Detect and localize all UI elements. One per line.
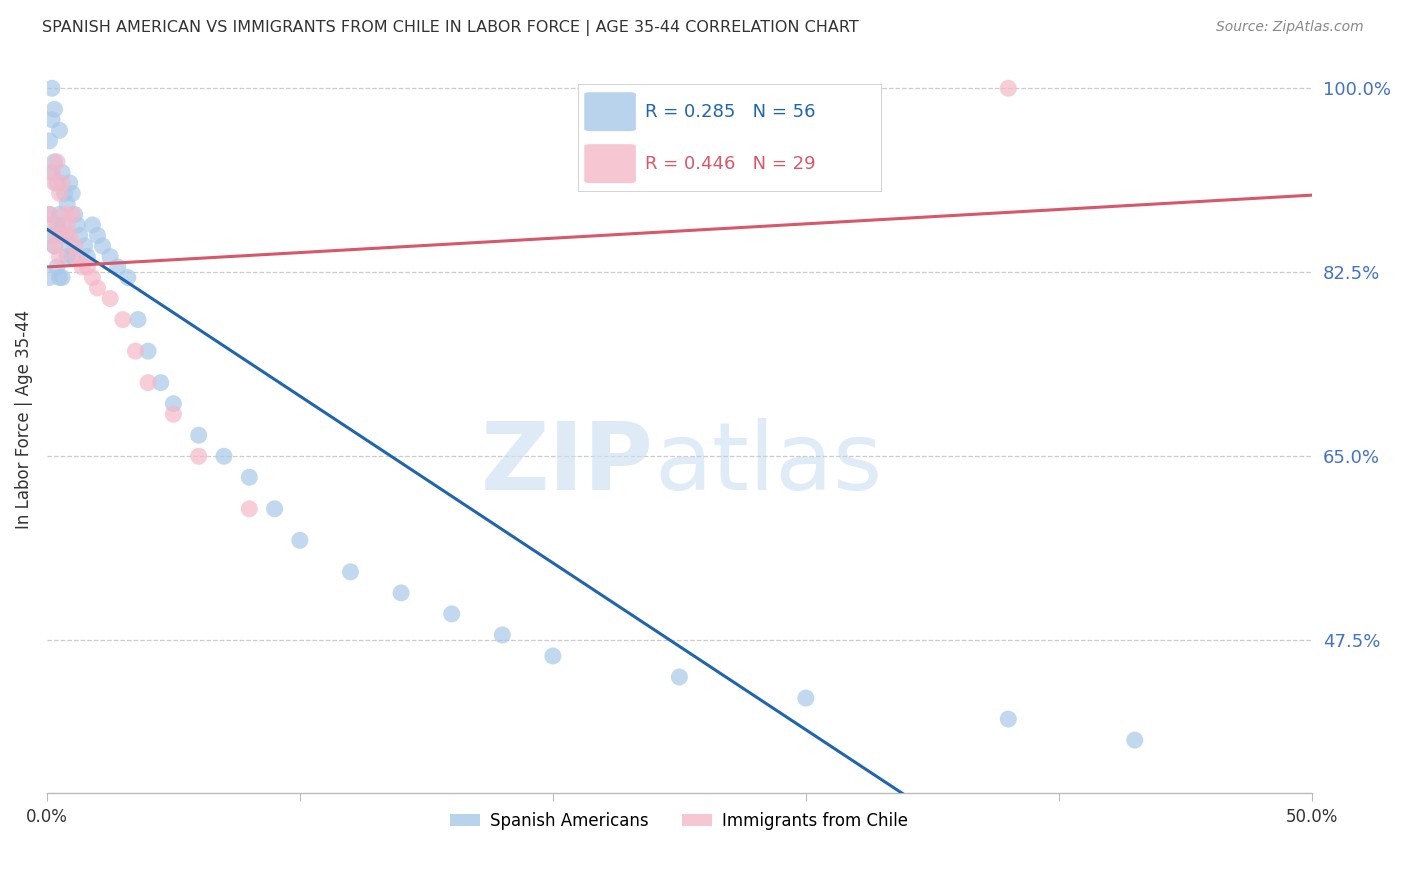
Point	[73, 239, 96, 253]
Point	[60, 207, 83, 221]
Point	[162, 407, 184, 421]
Legend: Spanish Americans, Immigrants from Chile: Spanish Americans, Immigrants from Chile	[444, 805, 915, 837]
Point	[56, 250, 79, 264]
Y-axis label: In Labor Force | Age 35-44: In Labor Force | Age 35-44	[15, 310, 32, 529]
Point	[794, 691, 817, 706]
Point	[46, 176, 69, 190]
Text: SPANISH AMERICAN VS IMMIGRANTS FROM CHILE IN LABOR FORCE | AGE 35-44 CORRELATION: SPANISH AMERICAN VS IMMIGRANTS FROM CHIL…	[42, 20, 859, 36]
Text: Source: ZipAtlas.com: Source: ZipAtlas.com	[1216, 20, 1364, 34]
Point	[60, 186, 83, 201]
Point	[51, 165, 73, 179]
Point	[98, 250, 121, 264]
Point	[56, 218, 79, 232]
Point	[136, 376, 159, 390]
Point	[69, 228, 91, 243]
Point	[38, 207, 60, 221]
Point	[51, 228, 73, 243]
Point	[1123, 733, 1146, 747]
Point	[149, 376, 172, 390]
Point	[98, 292, 121, 306]
Point	[51, 176, 73, 190]
Point	[76, 260, 98, 274]
Point	[46, 154, 69, 169]
Point	[38, 270, 60, 285]
Point	[72, 260, 94, 274]
Point	[63, 239, 86, 253]
Point	[66, 250, 89, 264]
Point	[86, 281, 108, 295]
Point	[136, 344, 159, 359]
Point	[53, 186, 76, 201]
Point	[44, 176, 66, 190]
Point	[491, 628, 513, 642]
Point	[668, 670, 690, 684]
Point	[38, 207, 60, 221]
Point	[263, 501, 285, 516]
Point	[111, 312, 134, 326]
Point	[997, 81, 1019, 95]
Point	[389, 586, 412, 600]
Point	[59, 176, 82, 190]
Point	[38, 134, 60, 148]
Point	[48, 123, 70, 137]
Point	[117, 270, 139, 285]
Point	[541, 648, 564, 663]
Text: ZIP: ZIP	[481, 418, 654, 510]
Point	[41, 165, 63, 179]
Point	[76, 250, 98, 264]
Point	[51, 270, 73, 285]
Point	[212, 449, 235, 463]
Point	[82, 218, 104, 232]
Point	[44, 239, 66, 253]
Point	[162, 397, 184, 411]
Point	[48, 250, 70, 264]
Point	[440, 607, 463, 621]
Point	[288, 533, 311, 548]
Point	[82, 270, 104, 285]
Point	[238, 470, 260, 484]
Point	[63, 207, 86, 221]
Point	[127, 312, 149, 326]
Point	[59, 228, 82, 243]
Point	[53, 207, 76, 221]
Point	[51, 218, 73, 232]
Point	[107, 260, 129, 274]
Point	[46, 218, 69, 232]
Point	[997, 712, 1019, 726]
Point	[44, 154, 66, 169]
Point	[41, 228, 63, 243]
Point	[41, 112, 63, 127]
Point	[59, 239, 82, 253]
Point	[56, 197, 79, 211]
Point	[41, 218, 63, 232]
Point	[48, 207, 70, 221]
Point	[238, 501, 260, 516]
Point	[41, 81, 63, 95]
Point	[46, 228, 69, 243]
Point	[86, 228, 108, 243]
Text: 0.0%: 0.0%	[25, 808, 67, 826]
Point	[339, 565, 361, 579]
Point	[48, 270, 70, 285]
Point	[66, 218, 89, 232]
Text: 50.0%: 50.0%	[1285, 808, 1339, 826]
Point	[124, 344, 146, 359]
Point	[44, 103, 66, 117]
Point	[44, 239, 66, 253]
Text: atlas: atlas	[654, 418, 883, 510]
Point	[91, 239, 114, 253]
Point	[46, 260, 69, 274]
Point	[60, 250, 83, 264]
Point	[48, 186, 70, 201]
Point	[187, 449, 209, 463]
Point	[53, 228, 76, 243]
Point	[187, 428, 209, 442]
Point	[41, 165, 63, 179]
